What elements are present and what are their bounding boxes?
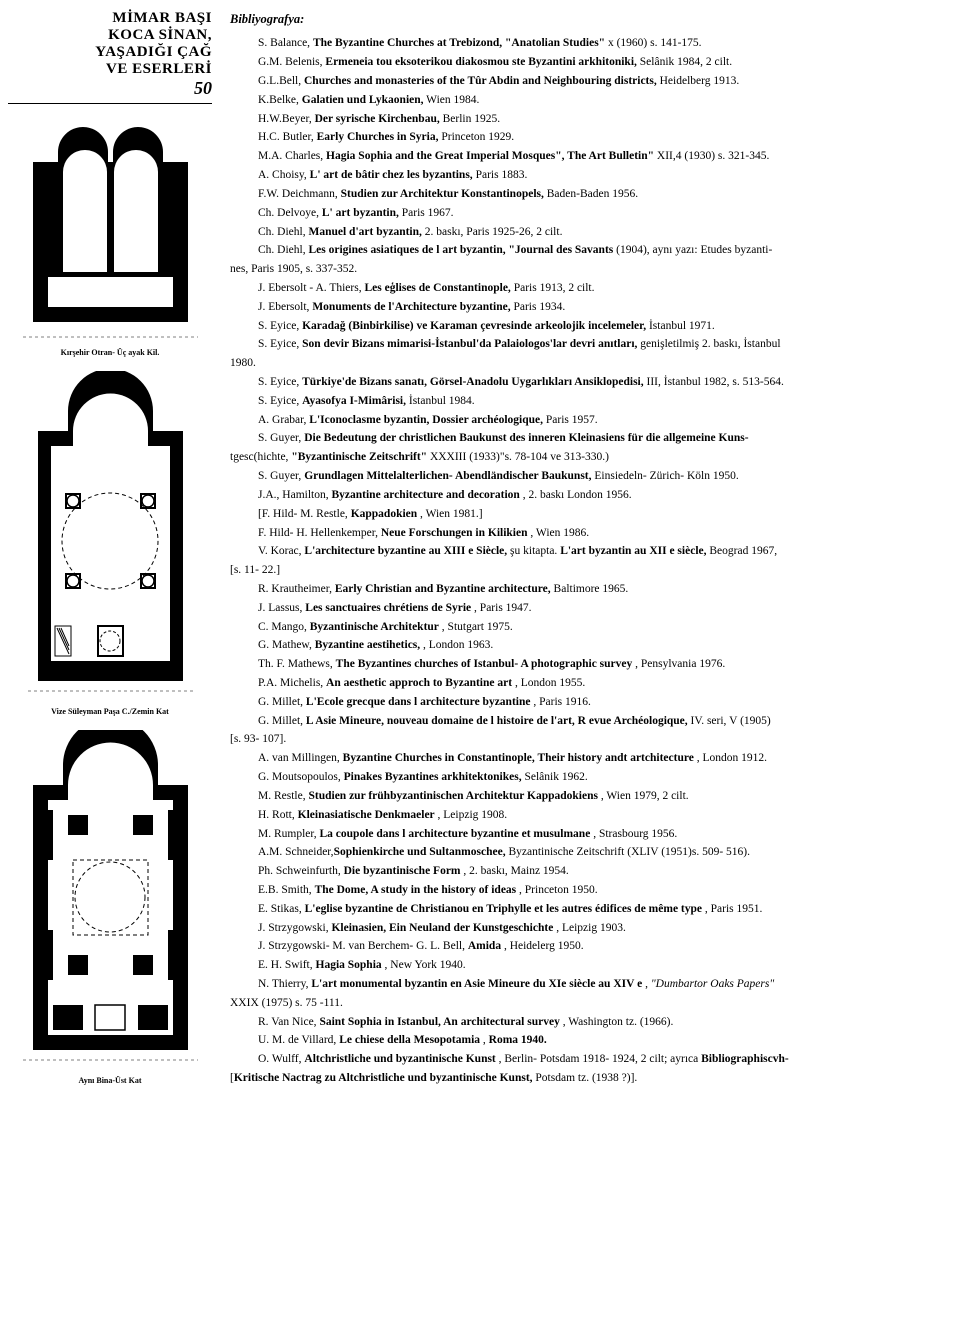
title-line-3: YAŞADIĞI ÇAĞ [8, 44, 212, 61]
caption-1: Kırşehir Otran- Üç ayak Kil. [61, 348, 160, 357]
bibliography-column: Bibliyografya: S. Balance, The Byzantine… [220, 0, 960, 1328]
bib-entry-continuation: XXIX (1975) s. 75 -111. [230, 995, 942, 1013]
page-number: 50 [8, 78, 212, 99]
bib-entry: [F. Hild- M. Restle, Kappadokien , Wien … [230, 506, 942, 524]
title-line-2: KOCA SİNAN, [8, 27, 212, 44]
bib-entry: A. Grabar, L'Iconoclasme byzantin, Dossi… [230, 412, 942, 430]
bib-entry: K.Belke, Galatien und Lykaonien, Wien 19… [230, 92, 942, 110]
bib-entry: Ch. Diehl, Manuel d'art byzantin, 2. bas… [230, 224, 942, 242]
bib-entry: J. Strzygowski, Kleinasien, Ein Neuland … [230, 920, 942, 938]
bib-entry: Th. F. Mathews, The Byzantines churches … [230, 656, 942, 674]
bib-entry: S. Guyer, Grundlagen Mittelalterlichen- … [230, 468, 942, 486]
title-block: MİMAR BAŞI KOCA SİNAN, YAŞADIĞI ÇAĞ VE E… [8, 10, 212, 104]
bib-entry: N. Thierry, L'art monumental byzantin en… [230, 976, 942, 994]
bib-entry: G. Mathew, Byzantine aestihetics, , Lond… [230, 637, 942, 655]
bib-entry: J. Ebersolt - A. Thiers, Les eģlises de … [230, 280, 942, 298]
bib-entry: Ch. Diehl, Les origines asiatiques de l … [230, 242, 942, 260]
bib-entry: H.W.Beyer, Der syrische Kirchenbau, Berl… [230, 111, 942, 129]
bib-entry: E. H. Swift, Hagia Sophia , New York 194… [230, 957, 942, 975]
bib-entry: G. Millet, L'Ecole grecque dans l archit… [230, 694, 942, 712]
bib-entry: J.A., Hamilton, Byzantine architecture a… [230, 487, 942, 505]
bib-entry: F.W. Deichmann, Studien zur Architektur … [230, 186, 942, 204]
bib-entry: Ph. Schweinfurth, Die byzantinische Form… [230, 863, 942, 881]
bib-entry-continuation: 1980. [230, 355, 942, 373]
bib-entry: R. Krautheimer, Early Christian and Byza… [230, 581, 942, 599]
bib-entry: H. Rott, Kleinasiatische Denkmaeler , Le… [230, 807, 942, 825]
bib-entry: A.M. Schneider,Sophienkirche und Sultanm… [230, 844, 942, 862]
bib-entry: S. Eyice, Türkiye'de Bizans sanatı, Görs… [230, 374, 942, 392]
left-column: MİMAR BAŞI KOCA SİNAN, YAŞADIĞI ÇAĞ VE E… [0, 0, 220, 1328]
bib-entry: M. Rumpler, La coupole dans l architectu… [230, 826, 942, 844]
bib-entry: M. Restle, Studien zur frühbyzantinische… [230, 788, 942, 806]
bib-entry: S. Eyice, Karadağ (Binbirkilise) ve Kara… [230, 318, 942, 336]
bib-entry: G. Millet, L Asie Mineure, nouveau domai… [230, 713, 942, 731]
bib-entry: R. Van Nice, Saint Sophia in Istanbul, A… [230, 1014, 942, 1032]
title-line-1: MİMAR BAŞI [8, 10, 212, 27]
bib-entry: E. Stikas, L'eglise byzantine de Christi… [230, 901, 942, 919]
bib-entry: S. Balance, The Byzantine Churches at Tr… [230, 35, 942, 53]
title-line-4: VE ESERLERİ [8, 61, 212, 78]
bib-entry: J. Ebersolt, Monuments de l'Architecture… [230, 299, 942, 317]
bib-entry: H.C. Butler, Early Churches in Syria, Pr… [230, 129, 942, 147]
bib-entry: G.M. Belenis, Ermeneia tou eksoterikou d… [230, 54, 942, 72]
bib-entry: J. Strzygowski- M. van Berchem- G. L. Be… [230, 938, 942, 956]
bib-entry: E.B. Smith, The Dome, A study in the his… [230, 882, 942, 900]
bibliography-list: S. Balance, The Byzantine Churches at Tr… [230, 35, 942, 1088]
bib-entry: M.A. Charles, Hagia Sophia and the Great… [230, 148, 942, 166]
bib-entry: P.A. Michelis, An aesthetic approch to B… [230, 675, 942, 693]
figure-1 [13, 122, 208, 342]
bib-entry: S. Eyice, Son devir Bizans mimarisi-İsta… [230, 336, 942, 354]
caption-2: Vize Süleyman Paşa C./Zemin Kat [51, 707, 169, 716]
figure-2 [13, 371, 208, 701]
bib-entry: U. M. de Villard, Le chiese della Mesopo… [230, 1032, 942, 1050]
bib-entry: O. Wulff, Altchristliche und byzantinisc… [230, 1051, 942, 1069]
bib-entry: V. Korac, L'architecture byzantine au XI… [230, 543, 942, 561]
bib-entry: A. van Millingen, Byzantine Churches in … [230, 750, 942, 768]
bib-entry: J. Lassus, Les sanctuaires chrétiens de … [230, 600, 942, 618]
bib-entry: G. Moutsopoulos, Pinakes Byzantines arkh… [230, 769, 942, 787]
bib-entry: A. Choisy, L' art de bâtir chez les byza… [230, 167, 942, 185]
bibliography-title: Bibliyografya: [230, 10, 942, 29]
bib-entry: S. Guyer, Die Bedeutung der christlichen… [230, 430, 942, 448]
caption-3: Aynı Bina-Üst Kat [79, 1076, 142, 1085]
bib-entry-continuation: tgesc(hichte, "Byzantinische Zeitschrift… [230, 449, 942, 467]
bib-entry: S. Eyice, Ayasofya I-Mimârisi, İstanbul … [230, 393, 942, 411]
figure-3 [13, 730, 208, 1070]
bib-entry: G.L.Bell, Churches and monasteries of th… [230, 73, 942, 91]
bib-entry-continuation: nes, Paris 1905, s. 337-352. [230, 261, 942, 279]
bib-entry: F. Hild- H. Hellenkemper, Neue Forschung… [230, 525, 942, 543]
bib-entry-continuation: [Kritische Nactrag zu Altchristliche und… [230, 1070, 942, 1088]
bib-entry: C. Mango, Byzantinische Architektur , St… [230, 619, 942, 637]
bib-entry-continuation: [s. 11- 22.] [230, 562, 942, 580]
bib-entry-continuation: [s. 93- 107]. [230, 731, 942, 749]
bib-entry: Ch. Delvoye, L' art byzantin, Paris 1967… [230, 205, 942, 223]
